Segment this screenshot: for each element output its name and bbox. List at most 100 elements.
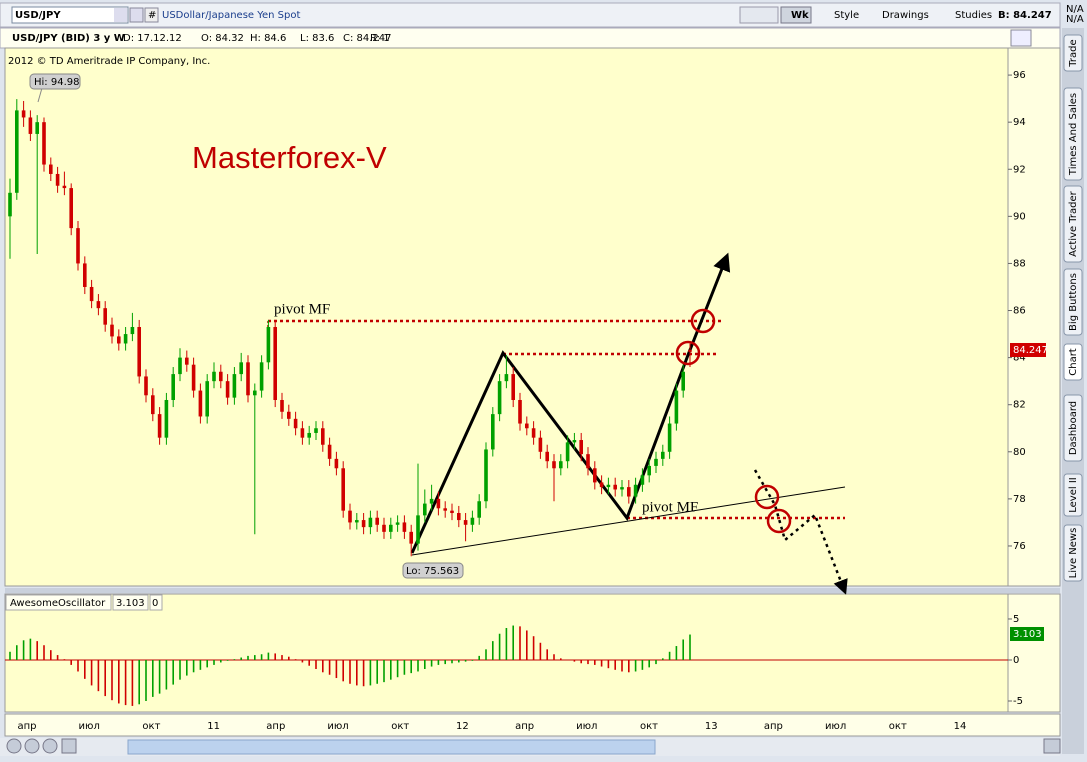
candle-body: [28, 117, 33, 134]
candle-body: [627, 487, 631, 497]
link-button[interactable]: [129, 7, 144, 23]
y-tick-label: 86: [1013, 306, 1026, 317]
candle-body: [579, 440, 583, 455]
bid-price: B: 84.247: [998, 10, 1052, 21]
x-tick-label: июл: [825, 721, 846, 732]
candle-body: [287, 411, 291, 419]
sidebar-tab-label[interactable]: Chart: [1068, 348, 1079, 376]
toolbar-button[interactable]: Wk: [791, 10, 809, 21]
info-title: USD/JPY (BID) 3 y W: [12, 33, 125, 44]
x-tick-label: апр: [764, 721, 783, 732]
candle-body: [49, 164, 53, 174]
hash-button[interactable]: [144, 7, 159, 23]
candle-body: [334, 458, 339, 469]
candle-body: [117, 336, 121, 344]
candle-body: [239, 362, 243, 375]
candle-body: [327, 444, 332, 459]
sidebar-tab[interactable]: [1063, 343, 1083, 381]
candle-body: [266, 327, 271, 363]
candle-body: [273, 327, 277, 400]
x-tick-label: 14: [954, 721, 967, 732]
candle-body: [416, 515, 420, 544]
candle-body: [62, 185, 67, 189]
sidebar-tab[interactable]: [1063, 524, 1083, 582]
zoom-out[interactable]: [42, 738, 58, 754]
hi-label: Hi: 94.98: [34, 77, 79, 88]
hash-label[interactable]: #: [148, 10, 156, 21]
wk-button[interactable]: [780, 6, 812, 24]
copyright: 2012 © TD Ameritrade IP Company, Inc.: [8, 56, 210, 67]
candle-body: [504, 374, 509, 382]
candle-body: [198, 390, 203, 417]
sidebar-tab[interactable]: [1063, 87, 1083, 181]
splitter[interactable]: [5, 588, 1060, 593]
candle-body: [89, 286, 94, 302]
dropdown[interactable]: [114, 8, 127, 22]
candle-body: [185, 357, 189, 365]
y-tick-label: 88: [1013, 258, 1026, 269]
candle-body: [647, 465, 651, 476]
x-tick-label: окт: [142, 721, 160, 732]
sidebar-tab[interactable]: [1063, 34, 1083, 72]
symbol-box[interactable]: [11, 6, 129, 24]
candle-body: [341, 468, 345, 511]
scroll-end[interactable]: [1043, 738, 1061, 754]
info-field: D: 17.12.12: [123, 33, 182, 44]
sidebar-tab-label[interactable]: Level II: [1068, 477, 1079, 512]
hand-tool[interactable]: [61, 738, 77, 754]
candle-body: [525, 423, 529, 429]
na-label: N/A: [1066, 14, 1084, 25]
pivot-label: pivot MF: [274, 301, 330, 317]
osc-tick-label: 0: [1013, 655, 1019, 666]
tool-icons[interactable]: [739, 6, 779, 24]
sidebar-tab-label[interactable]: Dashboard: [1068, 401, 1079, 455]
scroll-thumb[interactable]: [127, 739, 656, 755]
candle-body: [368, 517, 373, 528]
sidebar-tab-label[interactable]: Big Buttons: [1068, 273, 1079, 331]
y-tick-label: 84: [1013, 353, 1026, 364]
candle-body: [35, 122, 39, 134]
x-tick-label: окт: [391, 721, 409, 732]
osc-zero: 0: [152, 598, 158, 609]
info-field: R: 1: [370, 33, 390, 44]
osc-title: AwesomeOscillator: [10, 598, 106, 609]
candle-body: [259, 362, 264, 391]
description: USDollar/Japanese Yen Spot: [162, 10, 300, 21]
sidebar-tab[interactable]: [1063, 185, 1083, 263]
oscillator-axis: [1007, 593, 1061, 713]
candle-body: [620, 487, 624, 490]
zoom-in[interactable]: [24, 738, 40, 754]
sidebar-tab[interactable]: [1063, 473, 1083, 517]
candle-body: [613, 484, 617, 490]
osc-tick-label: 5: [1013, 614, 1019, 625]
y-tick-label: 96: [1013, 70, 1026, 81]
candle-body: [280, 399, 284, 412]
candle-body: [55, 173, 60, 186]
symbol[interactable]: USD/JPY: [15, 10, 61, 21]
candle-body: [688, 350, 692, 352]
sidebar-tab-label[interactable]: Times And Sales: [1068, 93, 1079, 176]
sidebar-tab-label[interactable]: Trade: [1068, 39, 1079, 67]
price-plot: [4, 47, 1009, 587]
candle-body: [76, 228, 80, 264]
osc-header: [5, 594, 112, 611]
sidebar-tab[interactable]: [1063, 394, 1083, 462]
candle-body: [191, 364, 196, 391]
toolbar-button[interactable]: Style: [834, 10, 859, 21]
candle-body: [205, 381, 209, 417]
toolbar-button[interactable]: Drawings: [882, 10, 929, 21]
sidebar-tab-label[interactable]: Live News: [1068, 528, 1079, 579]
candle-body: [457, 513, 461, 521]
candle-body: [531, 428, 536, 438]
candle-body: [225, 381, 230, 398]
sidebar-tab[interactable]: [1063, 268, 1083, 336]
chart-settings[interactable]: [1010, 29, 1032, 47]
candle-body: [511, 374, 515, 400]
pan-button[interactable]: [6, 738, 22, 754]
x-tick-label: апр: [266, 721, 285, 732]
candle-body: [83, 263, 87, 287]
toolbar-button[interactable]: Studies: [955, 10, 992, 21]
sidebar-tab-label[interactable]: Active Trader: [1068, 190, 1079, 256]
